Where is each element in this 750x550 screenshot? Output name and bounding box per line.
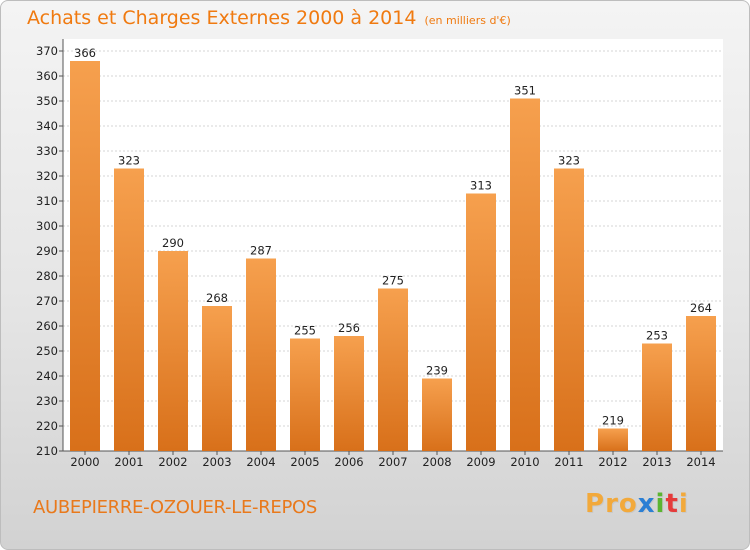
y-tick-label: 260 [36,319,58,333]
bar-2009 [466,193,496,451]
chart-title: Achats et Charges Externes 2000 à 2014 (e… [27,7,511,29]
logo-letter: x [637,489,656,519]
y-tick-label: 210 [36,444,58,458]
x-tick-label: 2011 [554,455,583,469]
bar-2003 [202,306,232,451]
location-name: AUBEPIERRE-OZOUER-LE-REPOS [33,497,318,518]
bar-2013 [642,343,672,451]
y-tick-label: 280 [36,269,58,283]
data-label-2007: 275 [382,274,404,288]
logo-letter: P [585,489,606,519]
bar-2007 [378,288,408,451]
y-axis: 210 220 230 240 250 260 270 280 290 300 310 320 330 3… [36,39,64,458]
x-tick-label: 2000 [70,455,99,469]
y-tick-label: 320 [36,169,58,183]
data-label-2002: 290 [162,236,184,250]
y-tick-label: 310 [36,194,58,208]
x-tick-label: 2013 [642,455,671,469]
bar-2000 [70,61,100,451]
x-axis: 2000 2001 2002 2003 2004 2005 2006 2007 2008 2009… [63,450,723,469]
logo-letter: i [655,489,666,519]
bar-2004 [246,258,276,451]
data-label-2006: 256 [338,321,360,335]
data-label-2013: 253 [646,329,668,343]
x-tick-label: 2009 [466,455,495,469]
x-tick-label: 2001 [114,455,143,469]
data-label-2008: 239 [426,364,448,378]
y-tick-label: 370 [36,44,58,58]
logo-letter: t [665,489,679,519]
y-tick-label: 240 [36,369,58,383]
x-tick-label: 2003 [202,455,231,469]
data-label-2001: 323 [118,154,140,168]
x-tick-label: 2010 [510,455,539,469]
data-label-2012: 219 [602,414,624,428]
y-tick-label: 330 [36,144,58,158]
bar-2011 [554,168,584,451]
data-label-2003: 268 [206,291,228,305]
x-tick-label: 2002 [158,455,187,469]
bar-2002 [158,251,188,451]
unit-note: (en milliers d'€) [424,14,511,27]
y-tick-label: 340 [36,119,58,133]
bar-2010 [510,98,540,451]
data-label-2000: 366 [74,46,96,60]
logo-letter: r [605,489,619,519]
y-tick-label: 220 [36,419,58,433]
logo-letter: o [618,489,638,519]
data-labels: 366 323 290 268 287 255 256 275 239 313 351 323 219 2… [74,46,712,428]
logo-letter: i [678,489,689,519]
bar-2001 [114,168,144,451]
x-tick-label: 2007 [378,455,407,469]
bar-2005 [290,338,320,451]
y-tick-label: 270 [36,294,58,308]
proxiti-logo: Proxiti [585,489,689,519]
x-tick-label: 2014 [686,455,715,469]
y-tick-label: 230 [36,394,58,408]
y-tick-label: 300 [36,219,58,233]
data-label-2011: 323 [558,154,580,168]
bars [70,61,716,451]
data-label-2004: 287 [250,244,272,258]
bar-2012 [598,428,628,451]
bar-2008 [422,378,452,451]
x-tick-label: 2008 [422,455,451,469]
title-text: Achats et Charges Externes 2000 à 2014 [27,7,417,29]
data-label-2005: 255 [294,324,316,338]
data-label-2014: 264 [690,301,712,315]
data-label-2010: 351 [514,84,536,98]
x-tick-label: 2012 [598,455,627,469]
bar-2014 [686,316,716,451]
y-tick-label: 350 [36,94,58,108]
x-tick-label: 2006 [334,455,363,469]
x-tick-label: 2004 [246,455,275,469]
y-tick-label: 360 [36,69,58,83]
x-tick-label: 2005 [290,455,319,469]
y-tick-label: 290 [36,244,58,258]
data-label-2009: 313 [470,179,492,193]
y-tick-label: 250 [36,344,58,358]
bar-2006 [334,336,364,451]
